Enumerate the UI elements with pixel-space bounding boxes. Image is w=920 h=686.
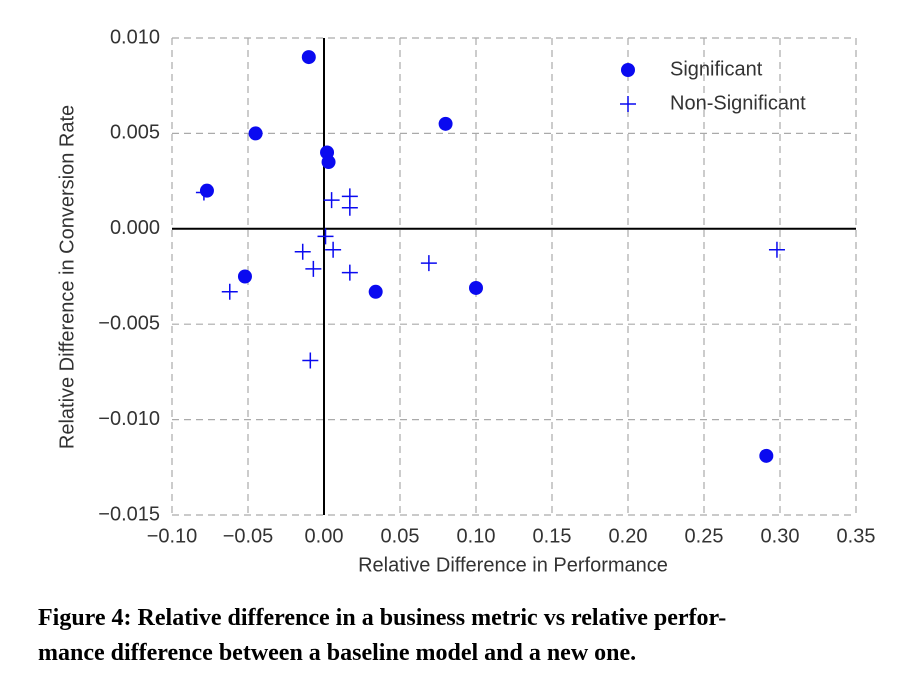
point xyxy=(237,269,252,284)
point xyxy=(248,126,263,141)
y-tick-label: 0.005 xyxy=(110,122,160,144)
legend-label: Non-Significant xyxy=(670,92,806,114)
point xyxy=(321,155,336,170)
x-tick-label: 0.10 xyxy=(457,525,496,547)
x-tick-label: −0.10 xyxy=(147,525,198,547)
point xyxy=(438,116,453,131)
y-tick-label: 0.000 xyxy=(110,217,160,239)
x-tick-label: 0.05 xyxy=(381,525,420,547)
point xyxy=(301,50,316,65)
x-tick-label: 0.00 xyxy=(305,525,344,547)
point xyxy=(199,183,214,198)
point xyxy=(302,352,319,369)
point xyxy=(759,448,774,463)
legend-marker xyxy=(620,96,636,112)
point xyxy=(420,255,437,272)
x-tick-label: 0.35 xyxy=(837,525,876,547)
x-tick-label: 0.20 xyxy=(609,525,648,547)
y-tick-label: −0.010 xyxy=(98,408,160,430)
point xyxy=(768,241,785,258)
y-axis-label: Relative Difference in Conversion Rate xyxy=(56,105,78,449)
x-tick-label: 0.25 xyxy=(685,525,724,547)
point xyxy=(341,199,358,216)
x-axis-label: Relative Difference in Performance xyxy=(358,554,668,576)
x-tick-label: 0.15 xyxy=(533,525,572,547)
point xyxy=(305,260,322,277)
x-tick-label: −0.05 xyxy=(223,525,274,547)
legend-marker xyxy=(621,63,635,77)
point xyxy=(368,284,383,299)
point xyxy=(325,241,342,258)
point xyxy=(341,264,358,281)
x-tick-label: 0.30 xyxy=(761,525,800,547)
caption: mance difference between a baseline mode… xyxy=(38,640,636,666)
point xyxy=(294,243,311,260)
point xyxy=(323,192,340,209)
caption: Figure 4: Relative difference in a busin… xyxy=(38,605,726,631)
y-tick-label: −0.005 xyxy=(98,312,160,334)
point xyxy=(221,283,238,300)
y-tick-label: 0.010 xyxy=(110,26,160,48)
point xyxy=(317,228,334,245)
point xyxy=(469,280,483,295)
y-tick-label: −0.015 xyxy=(98,503,160,525)
legend-label: Significant xyxy=(670,58,763,80)
point xyxy=(195,184,212,201)
